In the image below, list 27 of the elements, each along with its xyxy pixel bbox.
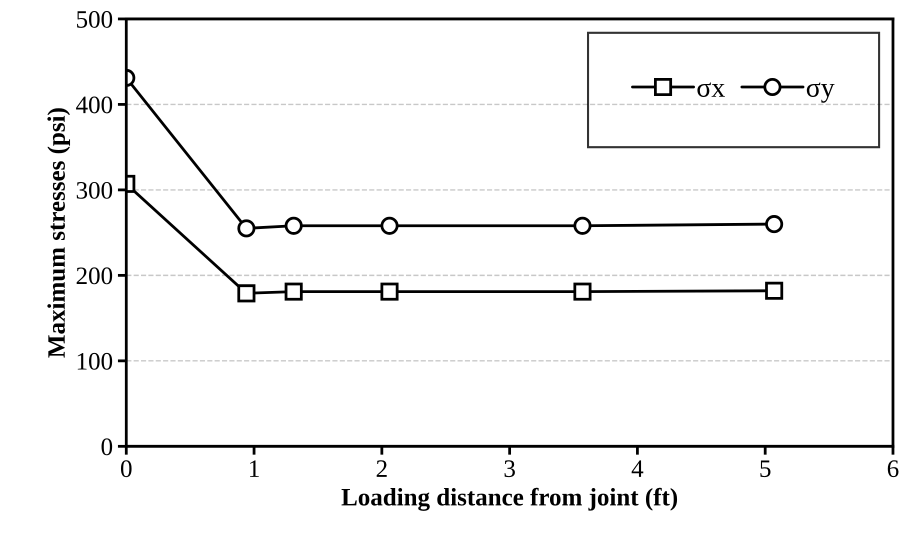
point [380, 216, 399, 235]
y-tick-label: 300 [76, 182, 112, 199]
point [237, 219, 256, 238]
y-axis-title: Maximum stresses (psi) [47, 108, 70, 358]
x-tick-label: 1 [250, 460, 259, 477]
x-tick-label: 2 [376, 460, 387, 477]
legend-label: σx [697, 82, 725, 97]
y-tick-label: 400 [76, 96, 112, 114]
y-tick-label: 0 [102, 438, 112, 456]
x-tick-label: 6 [888, 460, 898, 478]
point [380, 282, 399, 301]
y-tick-label: 200 [76, 267, 112, 284]
x-tick-label: 5 [760, 460, 770, 478]
x-axis-title: Loading distance from joint (ft) [342, 488, 678, 511]
x-tick-label: 3 [504, 460, 515, 478]
y-tick-label: 100 [78, 352, 112, 370]
point [765, 282, 784, 300]
point [573, 282, 592, 301]
point [284, 282, 303, 301]
x-tick-label: 4 [632, 460, 644, 477]
point [284, 216, 303, 235]
x-tick-label: 0 [120, 460, 132, 478]
point [237, 284, 256, 302]
y-tick-label: 500 [77, 10, 112, 28]
point [765, 215, 784, 234]
point [573, 216, 592, 235]
legend-label: σy [806, 82, 835, 103]
